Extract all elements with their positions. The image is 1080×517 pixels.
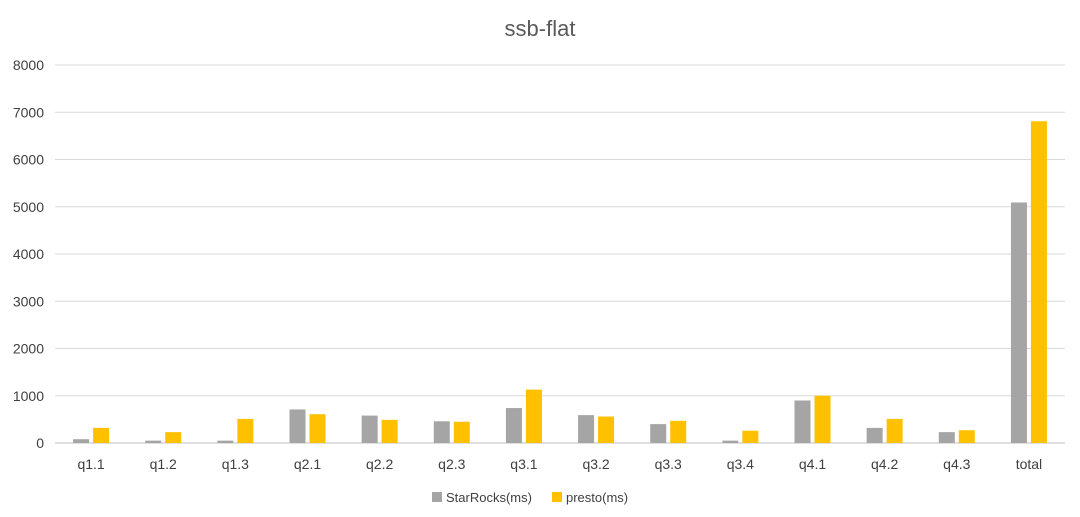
- bar-starrocks: [650, 424, 667, 443]
- bar-starrocks: [505, 408, 522, 443]
- y-tick-label: 0: [36, 435, 44, 451]
- bar-starrocks: [361, 415, 378, 443]
- x-tick-label: q1.1: [77, 456, 104, 472]
- bar-presto: [453, 421, 470, 443]
- x-tick-label: q1.2: [150, 456, 177, 472]
- bar-presto: [309, 414, 326, 443]
- bar-presto: [814, 395, 831, 443]
- bar-presto: [237, 418, 254, 443]
- bar-presto: [598, 416, 615, 443]
- legend-label: presto(ms): [566, 490, 628, 505]
- bar-presto: [1030, 121, 1047, 443]
- x-tick-label: q4.2: [871, 456, 898, 472]
- bar-presto: [886, 418, 903, 443]
- x-tick-label: q3.1: [510, 456, 537, 472]
- x-tick-label: q3.3: [655, 456, 682, 472]
- x-tick-label: q2.3: [438, 456, 465, 472]
- y-tick-label: 4000: [13, 246, 44, 262]
- x-tick-label: q2.2: [366, 456, 393, 472]
- bar-presto: [670, 420, 687, 443]
- legend: StarRocks(ms) presto(ms): [432, 490, 628, 505]
- x-tick-label: q4.3: [943, 456, 970, 472]
- bar-starrocks: [866, 427, 883, 443]
- gridlines: [55, 64, 1065, 444]
- x-tick-label: q3.4: [727, 456, 754, 472]
- y-tick-label: 3000: [13, 293, 44, 309]
- bar-starrocks: [1010, 202, 1027, 443]
- legend-swatch: [432, 492, 442, 502]
- bar-presto: [381, 419, 398, 443]
- y-tick-label: 8000: [13, 57, 44, 73]
- y-tick-label: 1000: [13, 388, 44, 404]
- bar-presto: [165, 432, 182, 443]
- bar-starrocks: [433, 421, 450, 443]
- bar-starrocks: [938, 432, 955, 443]
- bars: [73, 121, 1047, 443]
- bar-presto: [958, 430, 975, 443]
- y-tick-label: 6000: [13, 152, 44, 168]
- x-tick-label: q2.1: [294, 456, 321, 472]
- bar-starrocks: [794, 400, 811, 443]
- y-tick-label: 7000: [13, 104, 44, 120]
- x-tick-label: q4.1: [799, 456, 826, 472]
- x-tick-label: total: [1016, 456, 1042, 472]
- x-axis-ticks: q1.1 q1.2 q1.3 q2.1 q2.2 q2.3 q3.1 q3.2 q3.3 q3.4…: [77, 456, 1042, 472]
- legend-label: StarRocks(ms): [446, 490, 532, 505]
- chart-title: ssb-flat: [505, 16, 576, 41]
- legend-swatch: [552, 492, 562, 502]
- bar-presto: [525, 389, 542, 443]
- bar-presto: [93, 427, 110, 443]
- x-tick-label: q1.3: [222, 456, 249, 472]
- bar-starrocks: [289, 409, 306, 443]
- y-tick-label: 5000: [13, 199, 44, 215]
- y-axis-ticks: 0 1000 2000 3000 4000 5000 6000 7000 8000: [13, 57, 44, 451]
- bar-starrocks: [73, 439, 90, 443]
- bar-starrocks: [217, 440, 234, 443]
- bar-starrocks: [145, 440, 162, 443]
- bar-presto: [742, 430, 759, 443]
- bar-starrocks: [578, 415, 595, 443]
- x-tick-label: q3.2: [582, 456, 609, 472]
- bar-starrocks: [722, 440, 739, 443]
- y-tick-label: 2000: [13, 341, 44, 357]
